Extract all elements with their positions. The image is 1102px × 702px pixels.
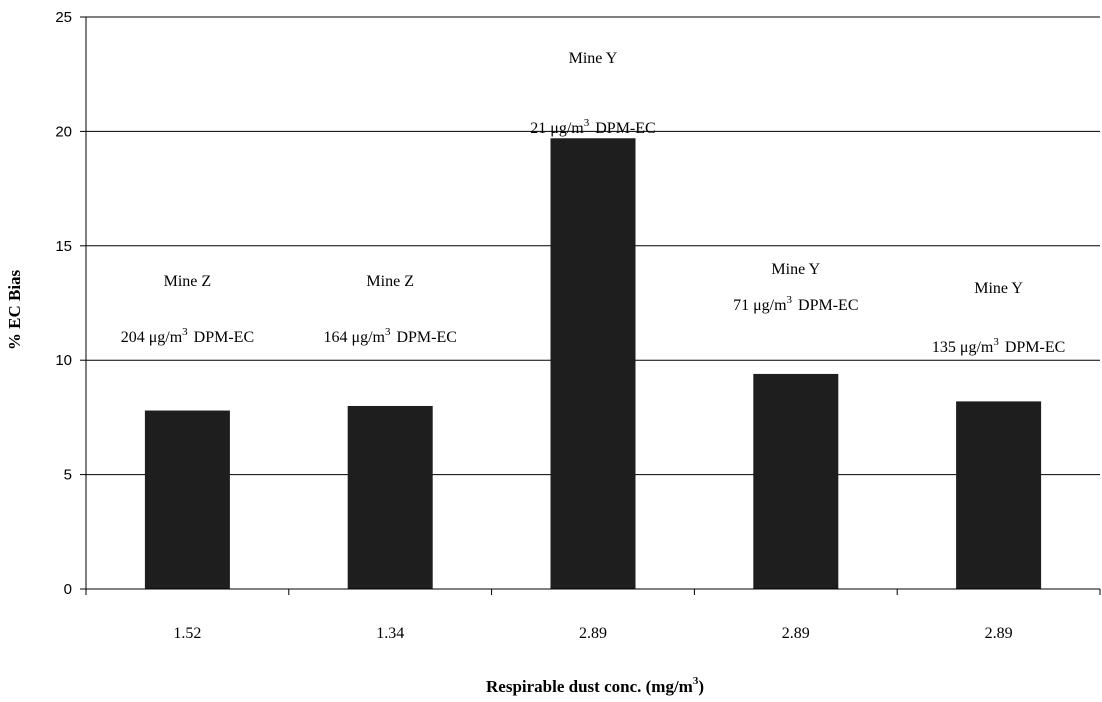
y-axis-title: % EC Bias [5,269,24,350]
annotation-conc-value: 135 μg/m [932,339,994,356]
annotation-mine: Mine Y [569,50,618,67]
y-tick-label: 10 [55,352,72,369]
bar [550,138,636,589]
annotation-conc-sup: 3 [385,326,391,338]
y-tick-labels: 0 5 10 15 20 25 [55,9,72,598]
annotation-conc-suffix: DPM-EC [194,329,254,346]
x-axis-title-main: Respirable dust conc. (mg/m [486,677,693,696]
axes [80,16,1101,595]
x-category-labels: 1.52 1.34 2.89 2.89 2.89 [173,625,1012,642]
bar [144,410,230,589]
annotation-concentration: 164 μg/m3 DPM-EC [323,326,456,346]
annotation-conc-value: 164 μg/m [323,329,385,346]
annotation-concentration: 21 μg/m3 DPM-EC [530,117,655,137]
y-tick-label: 25 [55,9,72,26]
x-axis-title-close: ) [698,677,704,696]
annotation-conc-suffix: DPM-EC [396,329,456,346]
annotation-conc-suffix: DPM-EC [595,120,655,137]
annotation-conc-value: 21 μg/m [530,120,584,137]
y-tick-label: 5 [64,467,72,484]
annotation-conc-sup: 3 [787,294,793,306]
bars [144,138,1042,589]
x-tick-label: 2.89 [782,625,810,642]
y-tick-label: 0 [64,581,72,598]
x-tick-label: 1.52 [173,625,201,642]
bar [956,401,1042,589]
annotation-mine: Mine Y [771,261,820,278]
annotation-conc-sup: 3 [584,117,590,129]
annotation-conc-value: 204 μg/m [121,329,183,346]
x-tick-label: 2.89 [985,625,1013,642]
annotation-conc-sup: 3 [993,336,999,348]
y-tick-label: 15 [55,238,72,255]
annotation-mine: Mine Y [974,280,1023,297]
annotation-conc-value: 71 μg/m [733,297,787,314]
annotation-concentration: 71 μg/m3 DPM-EC [733,294,858,314]
annotation-conc-suffix: DPM-EC [1005,339,1065,356]
x-axis-title-sup: 3 [693,675,699,687]
x-tick-label: 1.34 [376,625,404,642]
bar [347,405,433,589]
y-tick-label: 20 [55,123,72,140]
annotation-concentration: 135 μg/m3 DPM-EC [932,336,1065,356]
annotation-mine: Mine Z [366,273,414,290]
annotation-conc-sup: 3 [182,326,188,338]
x-axis-title: Respirable dust conc. (mg/m3) [486,675,704,696]
annotation-mine: Mine Z [164,273,212,290]
annotation-concentration: 204 μg/m3 DPM-EC [121,326,254,346]
annotation-conc-suffix: DPM-EC [798,297,858,314]
bar [753,373,839,589]
x-tick-label: 2.89 [579,625,607,642]
